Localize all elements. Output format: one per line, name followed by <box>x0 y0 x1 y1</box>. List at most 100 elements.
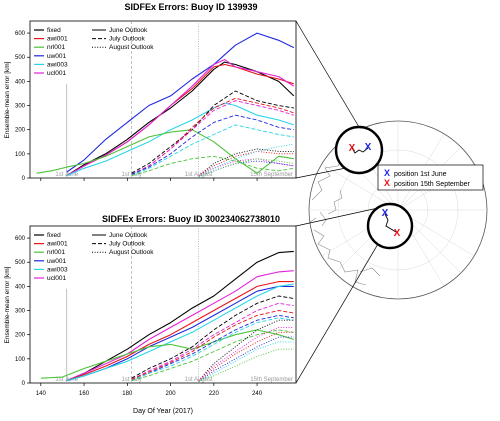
series-line-ucl001-june <box>66 270 294 382</box>
series-line-nrl001-august <box>198 158 294 178</box>
legend-label-fixed: fixed <box>47 27 61 34</box>
series-line-ucl001-july <box>131 100 294 175</box>
y-tick-label: 100 <box>15 152 26 158</box>
legend-label-awi003: awi003 <box>47 266 68 273</box>
legend-label-awi003: awi003 <box>47 61 68 68</box>
chart-panel-1: SIDFEx Errors: Buoy ID 139939 Ensemble-m… <box>4 2 297 182</box>
position-marker-june-2: X <box>382 208 389 219</box>
x-axis-label: Day Of Year (2017) <box>133 408 193 415</box>
y-tick-label: 600 <box>15 236 26 242</box>
series-line-fixed-june <box>66 61 295 177</box>
series-line-fixed-august <box>198 319 294 381</box>
legend-label-ucl001: ucl001 <box>47 275 67 282</box>
series-line-awi001-june <box>66 63 294 177</box>
series-line-awi001-june <box>66 281 294 382</box>
series-line-awi001-august <box>198 150 294 176</box>
series-line-fixed-july <box>131 295 294 379</box>
legend-label-ucl001: ucl001 <box>47 70 67 77</box>
y-tick-label: 600 <box>15 31 26 37</box>
connector-line <box>295 20 360 128</box>
legend-label-awi001: awi001 <box>47 36 68 43</box>
series-line-ucl001-july <box>131 302 294 380</box>
series-line-awi001-august <box>198 331 294 381</box>
x-tick-label: 220 <box>209 391 220 397</box>
series-line-nrl001-june <box>40 329 294 379</box>
chart-title: SIDFEx Errors: Buoy ID 139939 <box>124 2 257 12</box>
buoy-track-1 <box>351 147 369 154</box>
y-tick-label: 400 <box>15 79 26 85</box>
series-line-awi003-august <box>198 143 294 178</box>
legend-label-nrl001: nrl001 <box>47 249 65 256</box>
position-marker-sep-2: X <box>394 228 401 239</box>
legend-label-sep: position 15th September <box>394 181 471 188</box>
x-tick-label: 180 <box>122 391 133 397</box>
chart-panel-2: SIDFEx Errors: Buoy ID 300234062738010 E… <box>4 214 297 397</box>
y-tick-label: 300 <box>15 309 26 315</box>
y-tick-label: 400 <box>15 284 26 290</box>
position-marker-june-1: X <box>365 142 372 153</box>
connector-line <box>295 167 347 179</box>
series-line-uw001-june <box>66 285 294 382</box>
legend-x-june: X <box>384 168 390 178</box>
legend-label-outlook: July Outlook <box>109 241 146 248</box>
series-line-nrl001-july <box>131 329 294 382</box>
x-tick-label: 200 <box>166 391 177 397</box>
legend-x-sep: X <box>384 178 390 188</box>
series-line-fixed-july <box>131 90 294 174</box>
y-tick-label: 500 <box>15 55 26 61</box>
connector-line <box>295 243 379 384</box>
series-line-uw001-june <box>66 32 295 173</box>
connector-line <box>295 207 379 227</box>
series-line-awi003-july <box>131 317 294 382</box>
position-marker-sep-1: X <box>349 143 356 154</box>
y-tick-label: 200 <box>15 333 26 339</box>
date-marker-label: 1st July <box>121 172 141 178</box>
series-line-ucl001-august <box>198 326 294 381</box>
polar-map: X X X X X position 1st June X position 1… <box>295 20 488 384</box>
series-line-nrl001-july <box>131 155 294 177</box>
legend-label-fixed: fixed <box>47 232 61 239</box>
series-line-awi003-june <box>66 102 294 177</box>
y-tick-label: 0 <box>22 176 26 182</box>
y-tick-label: 300 <box>15 104 26 110</box>
buoy-track-2 <box>384 213 397 233</box>
series-line-uw001-july <box>131 314 294 382</box>
series-line-nrl001-june <box>36 129 294 174</box>
y-axis-label: Ensemble-mean error [km] <box>4 266 11 343</box>
x-tick-label: 240 <box>252 391 263 397</box>
detail-circle-2 <box>366 202 414 250</box>
plot-frame <box>29 20 297 179</box>
series-line-nrl001-august <box>198 348 294 383</box>
legend-label-nrl001: nrl001 <box>47 44 65 51</box>
legend-label-uw001: uw001 <box>47 258 67 265</box>
plot-frame <box>29 225 297 384</box>
series-line-awi003-june <box>66 283 294 382</box>
legend-label-awi001: awi001 <box>47 241 68 248</box>
y-tick-label: 500 <box>15 260 26 266</box>
series-line-uw001-july <box>131 114 294 175</box>
y-tick-label: 200 <box>15 128 26 134</box>
y-tick-label: 0 <box>22 381 26 387</box>
legend-label-june: position 1st June <box>394 171 447 178</box>
legend-label-outlook: August Outlook <box>109 44 154 51</box>
y-tick-label: 100 <box>15 357 26 363</box>
x-tick-label: 140 <box>36 391 47 397</box>
legend-label-outlook: August Outlook <box>109 249 154 256</box>
position-legend <box>377 164 484 191</box>
legend-label-uw001: uw001 <box>47 53 67 60</box>
series-line-ucl001-august <box>198 158 294 177</box>
series-line-awi003-july <box>131 124 294 177</box>
series-line-awi001-july <box>131 310 294 380</box>
date-marker-label: 15th September <box>250 377 293 383</box>
series-line-fixed-august <box>198 148 294 176</box>
legend-label-outlook: June Outlook <box>109 27 148 34</box>
y-axis-label: Ensemble-mean error [km] <box>4 61 11 138</box>
series-line-ucl001-june <box>66 59 295 177</box>
x-tick-label: 160 <box>79 391 90 397</box>
date-marker-label: 15th September <box>250 172 293 178</box>
chart-title: SIDFEx Errors: Buoy ID 300234062738010 <box>102 214 280 224</box>
series-line-fixed-june <box>66 250 294 382</box>
series-line-uw001-august <box>198 336 294 383</box>
legend-label-outlook: June Outlook <box>109 232 148 239</box>
